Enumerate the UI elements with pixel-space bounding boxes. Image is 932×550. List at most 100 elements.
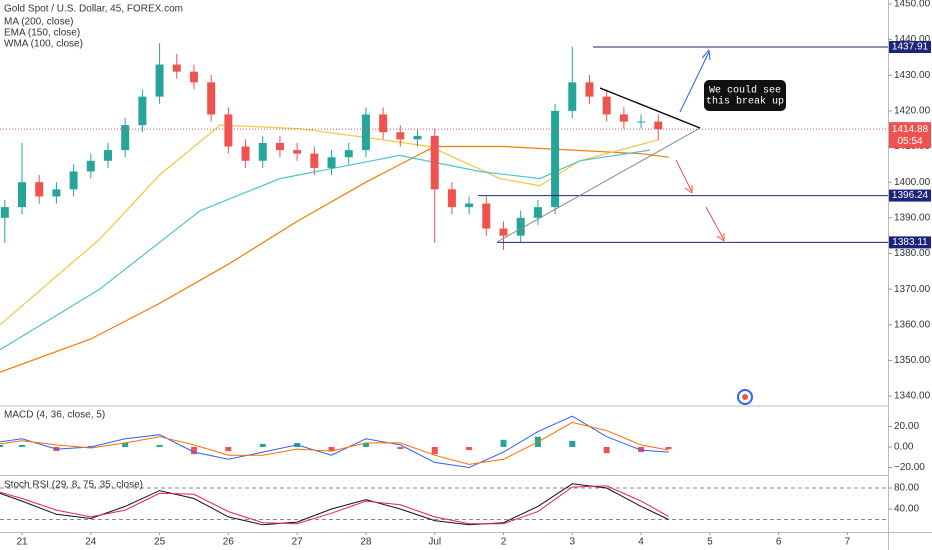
x-tick-label: 4 bbox=[638, 537, 644, 548]
candle-body bbox=[189, 71, 198, 83]
level-label-box bbox=[889, 189, 931, 202]
callout-text: We could see bbox=[709, 85, 781, 97]
candle-body bbox=[465, 203, 474, 208]
y-tick-label: 1430.00 bbox=[894, 70, 931, 81]
histogram-bar bbox=[225, 447, 232, 452]
histogram-bar bbox=[500, 439, 507, 447]
countdown-label: 05:54 bbox=[897, 136, 922, 147]
candle-body bbox=[430, 135, 439, 190]
line bbox=[0, 145, 669, 373]
callout-text: this break up bbox=[706, 96, 784, 108]
candle-body bbox=[0, 207, 9, 218]
candle-body bbox=[327, 157, 336, 168]
candle-body bbox=[293, 150, 302, 154]
candle-body bbox=[413, 135, 422, 140]
histogram-bar bbox=[569, 440, 576, 447]
candle-body bbox=[172, 64, 181, 72]
histogram-bar bbox=[19, 444, 26, 447]
histogram-bar bbox=[665, 447, 672, 450]
x-tick-label: 6 bbox=[776, 537, 782, 548]
candle-body bbox=[499, 228, 508, 236]
y-tick-label: 1390.00 bbox=[894, 212, 931, 223]
candle-body bbox=[516, 217, 525, 236]
arrow-head bbox=[684, 185, 693, 194]
candle-body bbox=[533, 207, 542, 218]
legend-entry: MA (200, close) bbox=[4, 17, 73, 28]
chart-title: Gold Spot / U.S. Dollar, 45, FOREX.com bbox=[4, 4, 183, 15]
x-tick-label: 26 bbox=[223, 537, 235, 548]
candle-body bbox=[551, 110, 560, 208]
arrow bbox=[705, 206, 725, 241]
candle-body bbox=[361, 114, 370, 151]
candle-body bbox=[396, 132, 405, 140]
histogram-bar bbox=[362, 442, 369, 447]
histogram-bar bbox=[87, 445, 94, 447]
line bbox=[0, 149, 651, 351]
y-tick-label: 1350.00 bbox=[894, 355, 931, 366]
level-label-box bbox=[889, 236, 931, 249]
line bbox=[0, 421, 669, 465]
candle-body bbox=[379, 114, 388, 133]
arrow-head bbox=[701, 49, 711, 61]
y-tick-label: 1400.00 bbox=[894, 177, 931, 188]
legend-entry: WMA (100, close) bbox=[4, 39, 83, 50]
candle-body bbox=[654, 121, 663, 130]
candle-body bbox=[155, 64, 164, 97]
candle-body bbox=[18, 182, 27, 208]
candle-body bbox=[224, 114, 233, 147]
candle-body bbox=[637, 121, 646, 123]
x-tick-label: 5 bbox=[707, 537, 713, 548]
level-label-box bbox=[889, 41, 931, 54]
y-tick-label: 1340.00 bbox=[894, 391, 931, 402]
candle-body bbox=[121, 125, 130, 151]
y-tick-label: 80.00 bbox=[894, 483, 919, 494]
y-tick-label: 1370.00 bbox=[894, 284, 931, 295]
y-tick-label: 1450.00 bbox=[894, 0, 931, 10]
candle-body bbox=[69, 171, 78, 190]
candle-body bbox=[344, 150, 353, 158]
x-tick-label: 28 bbox=[360, 537, 372, 548]
candle-body bbox=[585, 82, 594, 97]
histogram-bar bbox=[328, 447, 335, 452]
histogram-bar bbox=[259, 443, 266, 447]
y-tick-label: 1440.00 bbox=[894, 34, 931, 45]
level-label: 1396.24 bbox=[892, 190, 929, 201]
histogram-bar bbox=[0, 444, 3, 447]
y-tick-label: 20.00 bbox=[894, 421, 919, 432]
arrow bbox=[675, 159, 693, 193]
candle-body bbox=[275, 142, 284, 151]
x-tick-label: 7 bbox=[845, 537, 851, 548]
histogram-bar bbox=[190, 447, 197, 455]
candle-body bbox=[447, 189, 456, 208]
candle-body bbox=[602, 96, 611, 115]
candle-body bbox=[568, 82, 577, 111]
candle-body bbox=[310, 153, 319, 168]
candle-body bbox=[35, 182, 44, 197]
candle-body bbox=[52, 189, 61, 197]
level-label: 1383.11 bbox=[892, 237, 928, 248]
candle-body bbox=[482, 203, 491, 229]
candle-body bbox=[258, 142, 267, 161]
x-tick-label: 27 bbox=[292, 537, 304, 548]
panel-title: Stoch RSI (29, 8, 75, 35, close) bbox=[4, 480, 143, 491]
candle-body bbox=[619, 114, 628, 122]
y-tick-label: 1380.00 bbox=[894, 248, 931, 259]
logo bbox=[742, 394, 748, 400]
drawings: We could see this break up bbox=[496, 49, 786, 405]
x-tick-label: 2 bbox=[501, 537, 507, 548]
candle-body bbox=[241, 146, 250, 161]
level-label: 1437.91 bbox=[892, 42, 929, 53]
trend-line bbox=[496, 127, 701, 243]
histogram-bar bbox=[466, 447, 473, 451]
arrow-head bbox=[716, 233, 725, 242]
histogram-bar bbox=[431, 447, 438, 455]
y-tick-label: 40.00 bbox=[894, 504, 919, 515]
histogram-bar bbox=[397, 447, 404, 450]
panel-title: MACD (4, 36, close, 5) bbox=[4, 410, 105, 421]
callout-box bbox=[704, 80, 786, 111]
candle-body bbox=[138, 96, 147, 126]
last-price-box bbox=[889, 122, 931, 149]
y-tick-label: 1420.00 bbox=[894, 106, 931, 117]
